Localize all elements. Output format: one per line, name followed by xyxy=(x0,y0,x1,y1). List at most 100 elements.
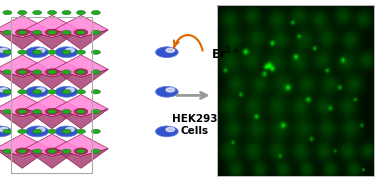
Circle shape xyxy=(74,148,88,154)
Polygon shape xyxy=(25,134,79,156)
Circle shape xyxy=(55,47,78,58)
Text: Er$^{3+}$: Er$^{3+}$ xyxy=(211,46,240,62)
Polygon shape xyxy=(0,149,50,168)
Circle shape xyxy=(76,129,85,134)
Circle shape xyxy=(15,148,29,154)
Circle shape xyxy=(45,148,59,154)
Circle shape xyxy=(3,90,12,94)
Circle shape xyxy=(156,47,178,58)
Circle shape xyxy=(3,30,12,35)
Circle shape xyxy=(0,48,8,52)
Polygon shape xyxy=(25,55,79,77)
Polygon shape xyxy=(0,69,50,89)
Circle shape xyxy=(33,30,42,35)
Polygon shape xyxy=(54,94,108,117)
Circle shape xyxy=(62,90,71,94)
Polygon shape xyxy=(54,15,108,38)
Circle shape xyxy=(62,10,71,15)
Circle shape xyxy=(156,126,178,137)
Circle shape xyxy=(62,129,71,134)
Circle shape xyxy=(0,126,11,137)
Circle shape xyxy=(36,127,45,132)
Circle shape xyxy=(36,88,45,92)
Polygon shape xyxy=(25,15,79,38)
Circle shape xyxy=(48,90,57,94)
Circle shape xyxy=(15,69,29,75)
Circle shape xyxy=(76,109,85,114)
Circle shape xyxy=(3,129,12,134)
Circle shape xyxy=(91,10,101,15)
Circle shape xyxy=(18,50,27,54)
Circle shape xyxy=(91,129,101,134)
Circle shape xyxy=(91,149,101,153)
Circle shape xyxy=(74,108,88,115)
Circle shape xyxy=(48,109,57,114)
Circle shape xyxy=(3,70,12,74)
Circle shape xyxy=(3,149,12,153)
Circle shape xyxy=(91,30,101,35)
Circle shape xyxy=(76,10,85,15)
Circle shape xyxy=(48,129,57,134)
Circle shape xyxy=(0,47,11,58)
Circle shape xyxy=(76,50,85,54)
Circle shape xyxy=(3,50,12,54)
Circle shape xyxy=(66,127,74,132)
Circle shape xyxy=(62,109,71,114)
Circle shape xyxy=(18,149,27,153)
Circle shape xyxy=(91,50,101,54)
Circle shape xyxy=(18,90,27,94)
Polygon shape xyxy=(54,149,108,168)
Circle shape xyxy=(18,109,27,114)
Circle shape xyxy=(36,48,45,52)
Circle shape xyxy=(48,30,57,35)
Circle shape xyxy=(18,70,27,74)
Circle shape xyxy=(62,30,71,35)
Circle shape xyxy=(45,108,59,115)
Circle shape xyxy=(0,86,11,97)
Polygon shape xyxy=(54,55,108,77)
Polygon shape xyxy=(25,69,79,89)
Circle shape xyxy=(166,48,175,52)
Circle shape xyxy=(62,50,71,54)
Circle shape xyxy=(166,127,175,132)
Circle shape xyxy=(3,10,12,15)
Circle shape xyxy=(62,70,71,74)
Circle shape xyxy=(91,90,101,94)
Circle shape xyxy=(15,29,29,36)
Circle shape xyxy=(48,10,57,15)
Circle shape xyxy=(76,70,85,74)
Circle shape xyxy=(33,90,42,94)
Circle shape xyxy=(156,86,178,97)
Polygon shape xyxy=(54,134,108,156)
Circle shape xyxy=(33,10,42,15)
Circle shape xyxy=(62,149,71,153)
Circle shape xyxy=(76,90,85,94)
Circle shape xyxy=(48,70,57,74)
Circle shape xyxy=(0,127,8,132)
Circle shape xyxy=(76,30,85,35)
Polygon shape xyxy=(54,109,108,129)
Circle shape xyxy=(55,126,78,137)
Polygon shape xyxy=(54,30,108,50)
Circle shape xyxy=(45,29,59,36)
Circle shape xyxy=(55,86,78,97)
Polygon shape xyxy=(25,149,79,168)
Circle shape xyxy=(26,86,48,97)
Circle shape xyxy=(18,129,27,134)
Polygon shape xyxy=(25,30,79,50)
Circle shape xyxy=(3,109,12,114)
Circle shape xyxy=(33,70,42,74)
Circle shape xyxy=(18,10,27,15)
Polygon shape xyxy=(0,109,50,129)
Circle shape xyxy=(48,149,57,153)
Polygon shape xyxy=(0,30,50,50)
Circle shape xyxy=(33,109,42,114)
Circle shape xyxy=(91,70,101,74)
Circle shape xyxy=(74,29,88,36)
Text: HEK293
Cells: HEK293 Cells xyxy=(172,114,218,136)
Polygon shape xyxy=(54,69,108,89)
Bar xyxy=(217,5,374,176)
Polygon shape xyxy=(0,94,50,117)
Circle shape xyxy=(74,69,88,75)
Polygon shape xyxy=(0,55,50,77)
